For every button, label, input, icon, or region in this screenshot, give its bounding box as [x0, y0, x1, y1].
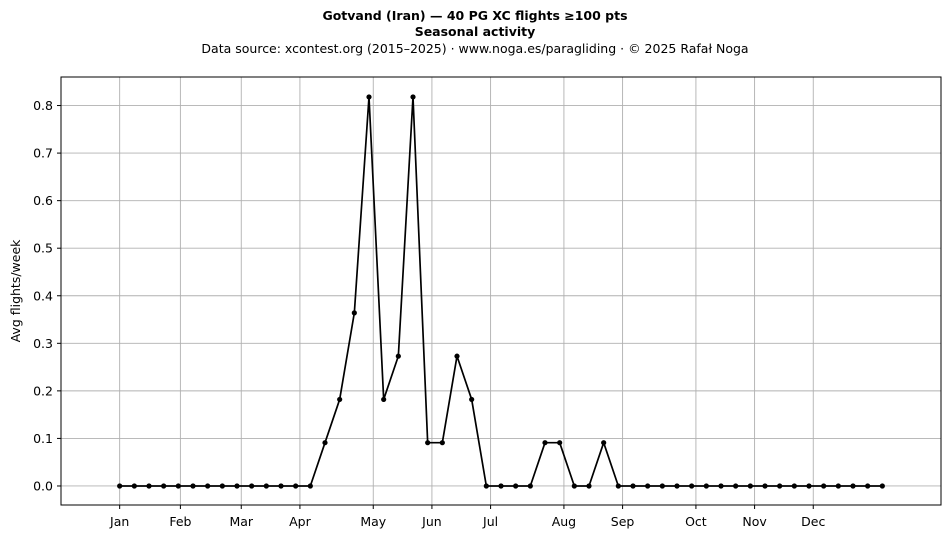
data-point	[483, 483, 489, 489]
data-point	[835, 483, 841, 489]
x-tick-label: Jan	[109, 514, 129, 529]
x-tick-label: May	[360, 514, 386, 529]
x-tick-label: Mar	[229, 514, 253, 529]
data-point	[791, 483, 797, 489]
data-point	[293, 483, 299, 489]
data-point	[117, 483, 123, 489]
data-point	[234, 483, 240, 489]
data-point	[322, 440, 328, 446]
y-tick-label: 0.4	[33, 288, 53, 303]
y-tick-label: 0.6	[33, 193, 53, 208]
data-point	[645, 483, 651, 489]
data-point	[586, 483, 592, 489]
data-point	[806, 483, 812, 489]
data-point	[601, 440, 607, 446]
y-tick-label: 0.8	[33, 98, 53, 113]
x-tick-label: Jun	[421, 514, 442, 529]
data-point	[557, 440, 563, 446]
data-point	[498, 483, 504, 489]
x-tick-label: Dec	[801, 514, 825, 529]
plot-frame	[60, 76, 942, 506]
data-point	[659, 483, 665, 489]
data-point	[674, 483, 680, 489]
data-point	[395, 353, 401, 359]
data-point	[879, 483, 885, 489]
data-point	[337, 396, 343, 403]
data-point	[146, 483, 152, 489]
data-point	[278, 483, 284, 489]
y-tick-label: 0.2	[33, 383, 53, 398]
data-point	[527, 483, 533, 489]
y-tick-label: 0.7	[33, 146, 53, 161]
x-tick-label: Feb	[169, 514, 191, 529]
data-point	[175, 483, 181, 489]
data-point	[263, 483, 269, 489]
y-tick-label: 0.1	[33, 431, 53, 446]
data-point	[381, 396, 387, 403]
data-point	[865, 483, 871, 489]
data-point	[351, 310, 357, 316]
data-point	[425, 440, 431, 446]
data-point	[733, 483, 739, 489]
x-tick-label: Sep	[611, 514, 635, 529]
data-point	[762, 483, 768, 489]
data-point	[410, 94, 416, 100]
data-point	[630, 483, 636, 489]
y-tick-label: 0.3	[33, 336, 53, 351]
data-point	[571, 483, 577, 489]
series-line	[119, 96, 883, 487]
data-point	[821, 483, 827, 489]
data-point	[161, 483, 167, 489]
data-point	[205, 483, 211, 489]
y-axis-label: Avg flights/week	[8, 239, 23, 343]
series-layer	[117, 94, 885, 489]
data-point	[703, 483, 709, 489]
data-point	[542, 440, 548, 446]
chart-source-line: Data source: xcontest.org (2015–2025) · …	[201, 41, 749, 56]
data-point	[190, 483, 196, 489]
chart-subtitle: Seasonal activity	[414, 24, 536, 39]
tick-layer: Jan Feb Mar Apr May Jun Jul Aug Sep Oct Nov Dec 0.0 0…	[33, 98, 825, 529]
x-tick-label: Jul	[482, 514, 498, 529]
data-point	[747, 483, 753, 489]
data-point	[850, 483, 856, 489]
title-block: Gotvand (Iran) — 40 PG XC flights ≥100 p…	[0, 8, 950, 58]
y-tick-label: 0.5	[33, 241, 53, 256]
x-tick-label: Oct	[685, 514, 707, 529]
x-tick-label: Apr	[289, 514, 311, 529]
grid-layer	[61, 77, 941, 505]
data-point	[366, 94, 372, 100]
data-point	[439, 440, 445, 446]
y-tick-label: 0.0	[33, 478, 53, 493]
data-point	[454, 353, 460, 359]
data-point	[469, 396, 475, 403]
data-point	[689, 483, 695, 489]
chart-title: Gotvand (Iran) — 40 PG XC flights ≥100 p…	[322, 8, 628, 23]
data-point	[777, 483, 783, 489]
data-point	[249, 483, 255, 489]
x-tick-label: Nov	[742, 514, 767, 529]
data-point	[718, 483, 724, 489]
data-point	[513, 483, 519, 489]
data-point	[131, 483, 137, 489]
x-tick-label: Aug	[552, 514, 576, 529]
data-point	[615, 483, 621, 489]
data-point	[219, 483, 225, 489]
data-point	[307, 483, 313, 489]
